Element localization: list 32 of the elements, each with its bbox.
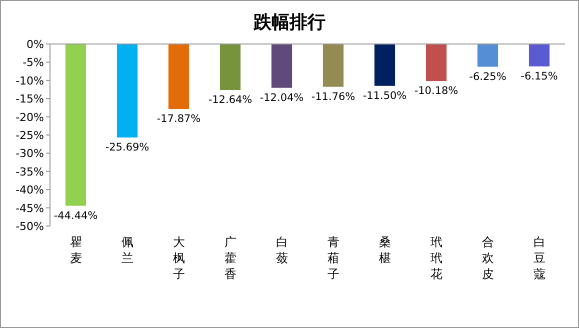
x-tick-label: 青葙子 (327, 235, 340, 281)
data-label: -12.64% (208, 94, 252, 106)
x-tick-label: 佩兰 (121, 235, 134, 265)
x-tick-label: 合欢皮 (482, 235, 494, 281)
y-tick-label: -25% (16, 129, 44, 142)
y-tick-label: -40% (16, 184, 44, 197)
data-label: -17.87% (156, 113, 201, 126)
y-tick-label: -45% (16, 202, 44, 215)
y-tick-label: -50% (16, 220, 44, 233)
y-tick-label: -30% (16, 147, 44, 160)
data-label: -11.50% (362, 90, 407, 102)
x-tick-label: 大枫子 (172, 235, 185, 281)
x-tick-label: 白蔹 (276, 235, 288, 265)
y-tick-label: -5% (22, 56, 44, 70)
data-label: -25.69% (105, 142, 150, 154)
y-tick-label: -20% (16, 110, 44, 124)
y-tick-label: -35% (16, 165, 44, 178)
data-label: -6.15% (520, 70, 558, 82)
y-tick-label: -15% (16, 92, 44, 106)
y-tick-label: 0% (26, 38, 44, 51)
data-label: -6.25% (469, 70, 506, 83)
data-label: -12.04% (260, 92, 304, 104)
y-tick-label: -10% (16, 74, 44, 88)
data-label: -11.76% (311, 90, 356, 103)
x-tick-label: 桑椹 (378, 235, 391, 265)
x-tick-label: 瞿麦 (70, 235, 82, 265)
x-tick-label: 白豆蔻 (533, 235, 546, 281)
x-tick-label: 广藿香 (224, 235, 236, 281)
data-label: -44.44% (54, 210, 98, 222)
chart-title: 跌幅排行 (252, 12, 326, 33)
data-label: -10.18% (414, 85, 458, 98)
x-tick-label: 玳玳花 (430, 235, 442, 281)
